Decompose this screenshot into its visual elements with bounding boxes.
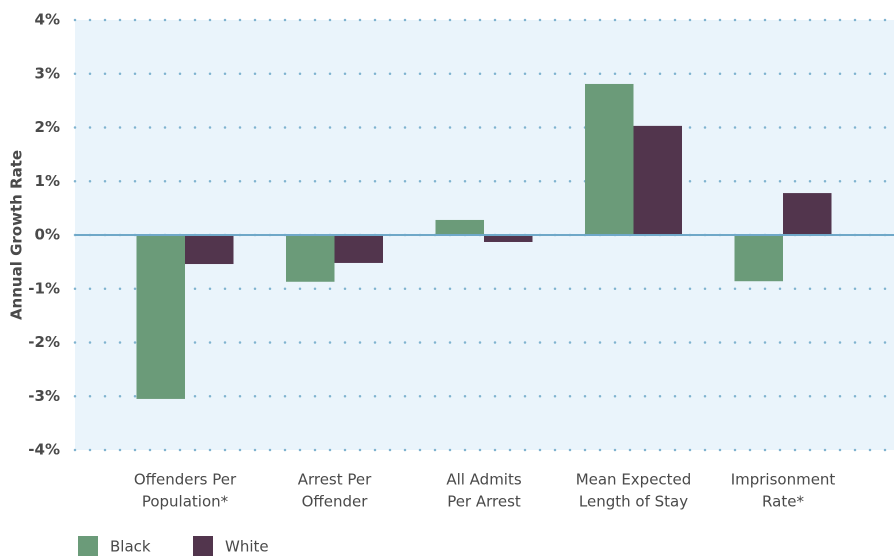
y-axis-label: Annual Growth Rate [8, 150, 26, 320]
bar [484, 235, 533, 242]
bar [435, 219, 484, 235]
bar [585, 83, 634, 236]
y-tick-label: -4% [28, 441, 60, 459]
bar [185, 235, 234, 265]
legend-swatch [78, 536, 98, 556]
x-tick-label: Mean Expected [576, 471, 692, 489]
y-tick-label: 4% [35, 11, 60, 29]
x-tick-label: Offender [302, 493, 369, 511]
bar [633, 125, 682, 235]
y-tick-label: 1% [35, 172, 60, 190]
x-tick-label: Rate* [762, 493, 804, 511]
bar [334, 235, 383, 263]
x-tick-label: Arrest Per [298, 471, 372, 489]
bar [783, 193, 832, 235]
legend-swatch [193, 536, 213, 556]
bar [286, 235, 335, 282]
x-tick-label: All Admits [446, 471, 522, 489]
y-tick-label: -1% [28, 279, 60, 297]
bar [136, 235, 185, 399]
bar [734, 235, 783, 282]
x-tick-label: Offenders Per [134, 471, 237, 489]
y-tick-label: -2% [28, 333, 60, 351]
y-tick-label: 0% [35, 226, 60, 244]
x-tick-label: Population* [142, 493, 229, 511]
y-tick-label: 2% [35, 118, 60, 136]
y-tick-label: -3% [28, 387, 60, 405]
legend-label: White [225, 538, 269, 556]
x-tick-label: Imprisonment [731, 471, 836, 489]
y-tick-label: 3% [35, 64, 60, 82]
x-tick-label: Length of Stay [579, 493, 688, 511]
x-tick-label: Per Arrest [447, 493, 521, 511]
legend-label: Black [110, 538, 151, 556]
